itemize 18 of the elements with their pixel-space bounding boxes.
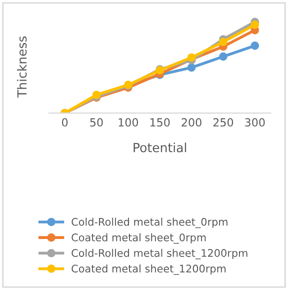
x-tick-label: 100 xyxy=(118,118,138,127)
legend-label: Coated metal sheet_1200rpm xyxy=(72,264,226,275)
point xyxy=(187,63,196,72)
point xyxy=(219,52,228,61)
y-axis-title: Thickness xyxy=(16,36,27,98)
legend-label: Coated metal sheet_0rpm xyxy=(72,233,206,244)
x-tick-label: 200 xyxy=(182,118,202,127)
legend-label: Cold-Rolled metal sheet_0rpm xyxy=(72,218,228,228)
x-tick-label: 0 xyxy=(62,118,68,127)
x-tick-label: 300 xyxy=(245,118,265,127)
point xyxy=(250,20,260,29)
x-tick-label: 50 xyxy=(90,118,103,127)
x-tick-label: 150 xyxy=(150,118,170,127)
point xyxy=(250,41,260,50)
x-axis-title: Potential xyxy=(134,142,186,152)
point xyxy=(219,38,228,46)
legend-label: Cold-Rolled metal sheet_1200rpm xyxy=(72,248,248,260)
x-tick-label: 250 xyxy=(213,118,234,127)
